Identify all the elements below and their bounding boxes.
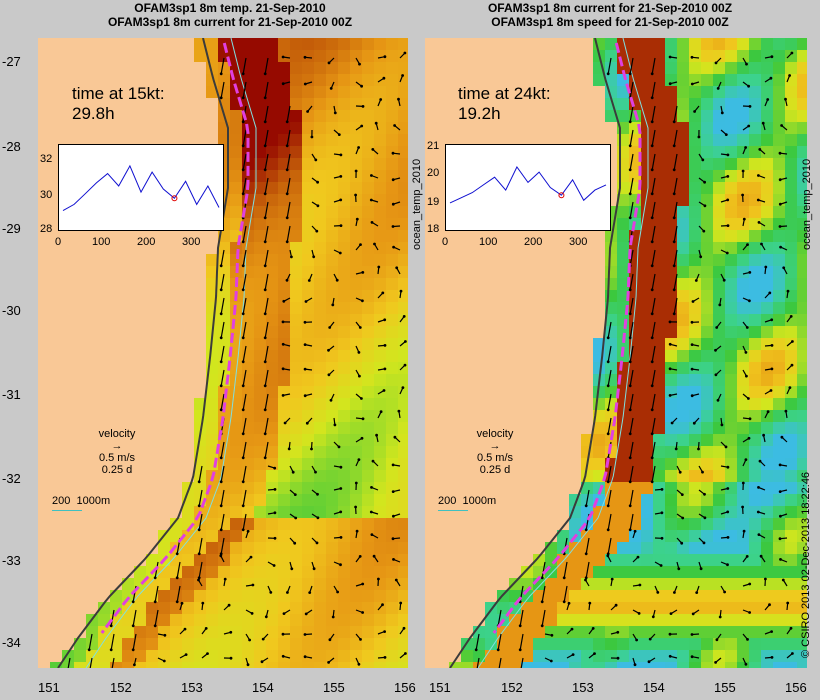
x-tick: 152 — [110, 680, 132, 695]
y-tick: -33 — [2, 553, 21, 568]
left-inset-plot — [62, 164, 220, 212]
inset-y-tick: 19 — [427, 196, 440, 208]
right-time-box: time at 24kt: 19.2h — [458, 84, 551, 124]
inset-y-tick: 20 — [427, 167, 440, 179]
right-map-panel — [425, 38, 807, 668]
x-tick: 156 — [785, 680, 807, 695]
inset-series-line — [449, 166, 607, 204]
inset-series-line — [62, 164, 220, 212]
x-tick: 155 — [323, 680, 345, 695]
y-tick: -28 — [2, 139, 21, 154]
left-time-box: time at 15kt: 29.8h — [72, 84, 165, 124]
left-time-value: 29.8h — [72, 104, 115, 123]
right-title-line2: OFAM3sp1 8m speed for 21-Sep-2010 00Z — [491, 15, 729, 29]
inset-x-tick: 0 — [442, 236, 449, 248]
right-inset-chart — [445, 144, 611, 231]
legend-duration: 0.25 d — [101, 464, 133, 476]
left-map — [50, 38, 408, 668]
left-depth-scale: 200 1000m — [52, 495, 110, 511]
scale-b: 1000m — [462, 495, 497, 507]
credit-label: © CSIRO 2013 02-Dec-2013 18:22:46 — [800, 471, 812, 658]
ship-track — [100, 42, 250, 634]
inset-x-tick: 300 — [569, 236, 588, 248]
y-tick: -27 — [2, 54, 21, 69]
inset-y-tick: 32 — [40, 153, 53, 165]
legend-speed: 0.5 m/s — [98, 452, 136, 464]
legend-arrow-icon: → — [111, 440, 123, 452]
scale-b: 1000m — [76, 495, 111, 507]
right-title-line1: OFAM3sp1 8m current for 21-Sep-2010 00Z — [487, 1, 733, 15]
legend-speed: 0.5 m/s — [476, 452, 514, 464]
x-tick: 156 — [394, 680, 416, 695]
right-time-value: 19.2h — [458, 104, 501, 123]
scale-line — [52, 510, 82, 511]
scale-line — [438, 510, 468, 511]
legend-title: velocity — [98, 428, 136, 440]
left-title-line1: OFAM3sp1 8m temp. 21-Sep-2010 — [134, 1, 326, 15]
right-map — [449, 38, 807, 668]
legend-duration: 0.25 d — [479, 464, 511, 476]
x-tick: 151 — [38, 680, 60, 695]
inset-y-tick: 21 — [427, 140, 440, 152]
legend-title: velocity — [476, 428, 514, 440]
inset-x-tick: 200 — [137, 236, 156, 248]
inset-x-tick: 100 — [479, 236, 498, 248]
inset-x-tick: 0 — [55, 236, 62, 248]
y-tick: -29 — [2, 221, 21, 236]
coastline — [449, 38, 621, 668]
y-tick: -30 — [2, 303, 21, 318]
left-inset-chart — [58, 144, 224, 231]
current-arrows — [67, 51, 407, 668]
depth-contour — [85, 38, 257, 668]
inset-x-tick: 100 — [92, 236, 111, 248]
right-depth-scale: 200 1000m — [438, 495, 496, 511]
x-tick: 151 — [429, 680, 451, 695]
y-tick: -32 — [2, 471, 21, 486]
x-tick: 154 — [252, 680, 274, 695]
right-side-label: ocean_temp_2010 — [801, 158, 813, 250]
legend-arrow-icon: → — [489, 440, 501, 452]
left-title: OFAM3sp1 8m temp. 21-Sep-2010 OFAM3sp1 8… — [60, 1, 400, 29]
field-grid — [449, 38, 807, 668]
right-inset-plot — [449, 166, 607, 204]
ship-track — [492, 42, 642, 634]
y-tick: -31 — [2, 387, 21, 402]
right-title: OFAM3sp1 8m current for 21-Sep-2010 00Z … — [440, 1, 780, 29]
inset-y-tick: 30 — [40, 189, 53, 201]
depth-contour — [477, 38, 649, 668]
inset-y-tick: 28 — [40, 223, 53, 235]
right-velocity-legend: velocity → 0.5 m/s 0.25 d — [460, 428, 530, 476]
x-tick: 154 — [643, 680, 665, 695]
left-time-label: time at 15kt: — [72, 84, 165, 103]
inset-x-tick: 200 — [524, 236, 543, 248]
inset-current-marker — [558, 192, 565, 199]
scale-a: 200 — [438, 495, 457, 507]
inset-x-tick: 300 — [182, 236, 201, 248]
left-velocity-legend: velocity → 0.5 m/s 0.25 d — [82, 428, 152, 476]
x-tick: 152 — [501, 680, 523, 695]
left-title-line2: OFAM3sp1 8m current for 21-Sep-2010 00Z — [107, 15, 353, 29]
x-tick: 155 — [714, 680, 736, 695]
left-side-label: ocean_temp_2010 — [411, 158, 423, 250]
coastline — [57, 38, 229, 668]
current-arrows — [474, 51, 794, 668]
left-map-panel — [38, 38, 408, 668]
y-tick: -34 — [2, 635, 21, 650]
inset-y-tick: 18 — [427, 223, 440, 235]
x-tick: 153 — [572, 680, 594, 695]
x-tick: 153 — [181, 680, 203, 695]
scale-a: 200 — [52, 495, 71, 507]
inset-current-marker — [171, 195, 178, 202]
right-time-label: time at 24kt: — [458, 84, 551, 103]
